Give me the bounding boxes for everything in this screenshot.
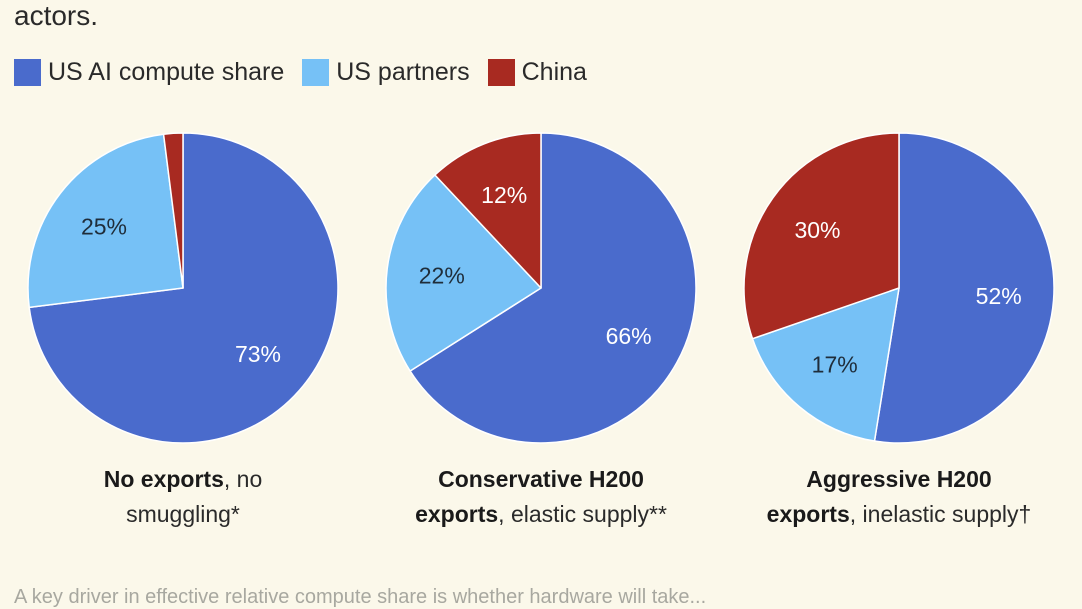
caption-line-2: exports, inelastic supply† [734, 497, 1064, 532]
pie-3-label-us: 52% [976, 283, 1022, 309]
legend-label-china: China [521, 58, 587, 86]
caption-line-2: exports, elastic supply** [376, 497, 706, 532]
pie-3-label-partners: 17% [812, 352, 858, 378]
pie-1-slice-china [162, 132, 184, 289]
caption-bold-1: Aggressive H200 [806, 466, 992, 492]
caption-bold-2: exports [415, 501, 499, 527]
pie-1-slice-partners [27, 133, 184, 309]
legend-swatch-china [487, 59, 515, 86]
pie-1-label-partners: 25% [81, 214, 127, 240]
intro-text-tail: actors. [14, 0, 99, 31]
legend-swatch-partners [302, 59, 330, 86]
caption-line-1: Conservative H200 [376, 462, 706, 497]
caption-bold-2: exports [766, 501, 850, 527]
caption-aggressive: Aggressive H200 exports, inelastic suppl… [734, 462, 1064, 532]
caption-bold-1: Conservative H200 [438, 466, 644, 492]
legend-label-partners: US partners [336, 58, 470, 86]
legend: US AI compute share US partners China [14, 58, 605, 87]
legend-label-us: US AI compute share [48, 58, 285, 86]
pie-3-slice-china [743, 132, 900, 340]
pie-charts: 73% 25% 66% 22% 12% 52% 17% 30% [0, 118, 1082, 458]
pie-3-slice-us [873, 132, 1055, 444]
caption-line-1: No exports, no [18, 462, 348, 497]
caption-rest: , no [223, 466, 263, 492]
pie-charts-svg: 73% 25% 66% 22% 12% 52% 17% 30% [27, 132, 1055, 444]
pie-2-label-us: 66% [606, 323, 652, 349]
pie-1-label-us: 73% [235, 341, 281, 367]
pie-2-slice-china [434, 132, 542, 289]
caption-rest: , inelastic supply† [849, 501, 1032, 527]
pie-2-label-partners: 22% [419, 263, 465, 289]
caption-conservative: Conservative H200 exports, elastic suppl… [376, 462, 706, 532]
pie-2-label-china: 12% [481, 182, 527, 208]
legend-item-china: China [487, 58, 587, 87]
pie-2-slice-us [409, 132, 697, 444]
pie-3-label-china: 30% [794, 217, 840, 243]
caption-bold: No exports [103, 466, 224, 492]
caption-rest: , elastic supply** [498, 501, 667, 527]
caption-line-2: smuggling* [126, 501, 240, 527]
caption-no-exports: No exports, no smuggling* [18, 462, 348, 532]
footer-note: A key driver in effective relative compu… [14, 586, 707, 608]
legend-item-partners: US partners [302, 58, 470, 87]
caption-line-1: Aggressive H200 [734, 462, 1064, 497]
pie-2-slice-partners [385, 174, 542, 372]
legend-swatch-us [14, 59, 41, 86]
legend-item-us: US AI compute share [14, 58, 284, 87]
